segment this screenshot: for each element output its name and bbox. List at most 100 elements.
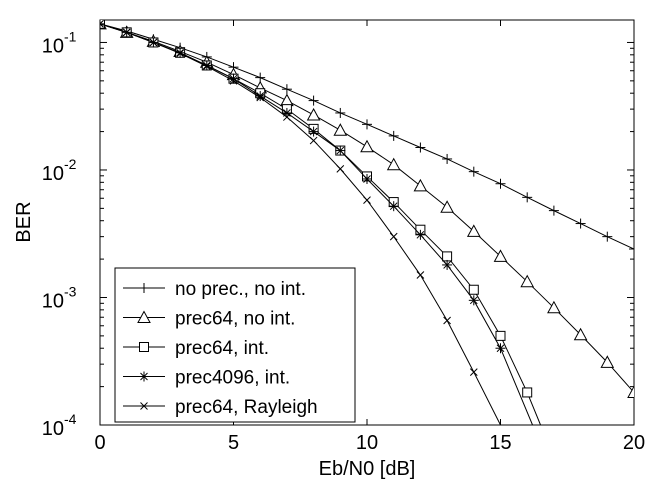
data-point — [201, 60, 212, 71]
marker-shape — [139, 342, 149, 352]
marker-stroke — [176, 49, 184, 58]
data-point — [283, 113, 291, 121]
legend-label: prec64, Rayleigh — [175, 397, 318, 418]
data-point — [440, 200, 454, 213]
marker-stroke — [309, 136, 318, 145]
legend: no prec., no int. prec64, no int. prec64, … — [114, 267, 356, 423]
marker-shape — [386, 157, 401, 171]
y-tick-base: 10 — [42, 290, 64, 312]
marker-shape — [495, 330, 506, 341]
data-point — [442, 259, 453, 270]
series-layer — [100, 20, 634, 425]
legend-label: prec64, int. — [175, 338, 269, 359]
legend-label: no prec., no int. — [175, 279, 306, 300]
data-point — [522, 387, 533, 398]
marker-stroke — [229, 76, 238, 85]
marker-stroke — [149, 38, 158, 47]
data-point — [602, 231, 613, 242]
data-point — [335, 107, 346, 118]
marker-shape — [573, 327, 588, 341]
data-point — [149, 38, 158, 47]
series-1 — [100, 20, 634, 255]
y-tick-label: 10 — [42, 418, 64, 440]
legend-marker — [140, 402, 148, 410]
legend-box — [114, 267, 356, 423]
legend-entry: prec64, Rayleigh — [123, 397, 318, 418]
data-point — [629, 244, 634, 255]
marker-stroke — [469, 368, 478, 376]
x-tick-label: 10 — [356, 432, 378, 454]
marker-stroke — [336, 165, 345, 173]
marker-shape — [522, 387, 533, 398]
y-tick-base: 10 — [42, 35, 64, 57]
marker-stroke — [140, 402, 148, 410]
x-axis-ticks: 0 5 10 15 20 — [94, 20, 645, 454]
data-point — [575, 218, 586, 229]
y-axis-ticks: 10-110-210-310-4 — [42, 28, 634, 440]
legend-marker — [137, 310, 151, 323]
data-point — [306, 107, 321, 121]
marker-shape — [493, 249, 508, 262]
y-tick-base: 10 — [42, 163, 64, 185]
data-point — [202, 62, 211, 71]
data-point — [469, 368, 478, 376]
marker-stroke — [363, 175, 371, 183]
data-point — [443, 316, 451, 325]
marker-stroke — [416, 271, 425, 279]
data-point — [493, 249, 508, 262]
legend-marker — [139, 342, 149, 352]
marker-stroke — [469, 296, 478, 305]
legend-marker — [139, 283, 149, 293]
data-point — [468, 295, 479, 306]
data-point — [362, 173, 372, 184]
data-point — [229, 76, 238, 85]
data-point — [522, 192, 533, 203]
y-tick-label: 10 — [42, 290, 64, 312]
legend-entry: no prec., no int. — [123, 279, 306, 300]
data-point — [389, 232, 398, 241]
data-point — [335, 145, 346, 156]
marker-stroke — [283, 113, 291, 121]
marker-stroke — [443, 316, 451, 325]
marker-stroke — [309, 127, 318, 136]
x-axis-title: Eb/N0 [dB] — [319, 458, 416, 480]
marker-stroke — [363, 196, 371, 204]
data-point — [442, 153, 453, 164]
marker-shape — [600, 355, 615, 368]
marker-stroke — [202, 62, 211, 71]
data-point — [413, 178, 428, 192]
legend-label: prec4096, int. — [175, 368, 290, 389]
data-point — [309, 136, 318, 145]
y-tick-exponent: -4 — [64, 411, 77, 427]
data-point — [336, 165, 345, 173]
marker-stroke — [256, 92, 265, 100]
data-point — [281, 84, 292, 95]
data-point — [600, 355, 615, 368]
x-tick-label: 0 — [94, 432, 105, 454]
data-point — [362, 119, 372, 130]
data-point — [468, 284, 479, 295]
data-point — [495, 330, 506, 341]
data-point — [386, 157, 401, 171]
y-axis-title: BER — [13, 201, 35, 242]
data-point — [363, 196, 371, 204]
y-tick-exponent: -3 — [64, 283, 77, 299]
data-point — [442, 251, 453, 262]
marker-stroke — [389, 232, 398, 241]
data-point — [573, 327, 588, 341]
marker-shape — [137, 310, 151, 323]
data-point — [415, 142, 426, 153]
marker-shape — [547, 300, 561, 314]
data-point — [255, 91, 266, 102]
x-tick-label: 15 — [489, 432, 511, 454]
marker-stroke — [496, 344, 505, 353]
y-tick-label: 10 — [42, 163, 64, 185]
legend-entry: prec64, no int. — [123, 309, 295, 330]
marker-stroke — [100, 20, 104, 25]
series-5 — [100, 20, 501, 425]
marker-shape — [440, 200, 454, 213]
data-point — [416, 271, 425, 279]
data-point — [122, 28, 131, 37]
data-point — [548, 205, 559, 216]
